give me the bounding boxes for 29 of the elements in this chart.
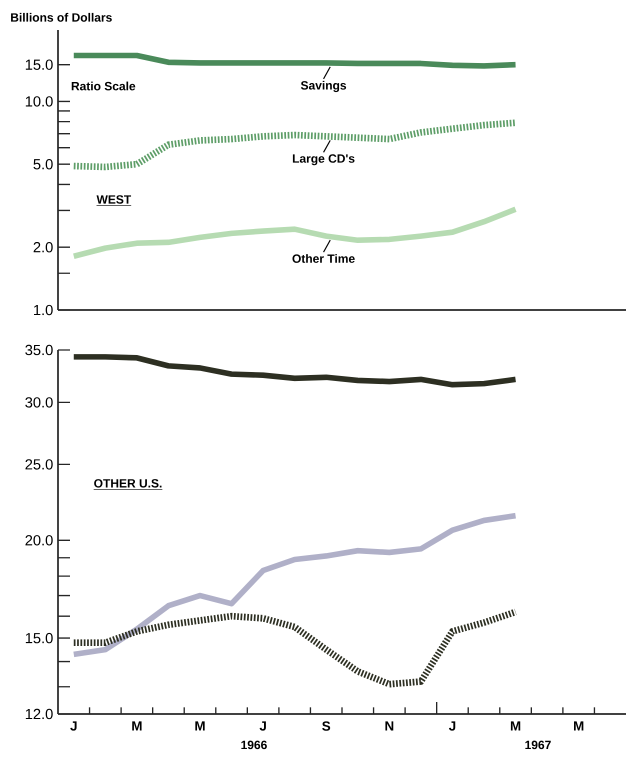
x-tick-label: M <box>510 721 520 731</box>
y-tick-label: 12.0 <box>26 708 53 720</box>
text: 1967 <box>525 740 551 750</box>
y-tick-label: 15.0 <box>26 60 53 70</box>
x-tick-label: S <box>322 721 330 731</box>
series-label: Large CD's <box>292 154 354 166</box>
y-tick-label: 10.0 <box>26 96 53 107</box>
text: 1966 <box>241 740 267 750</box>
x-tick-label: N <box>385 721 394 731</box>
x-tick-label: M <box>574 721 584 731</box>
x-tick-label: M <box>132 721 142 731</box>
x-tick-label: J <box>70 721 77 731</box>
x-tick-label: J <box>260 721 266 731</box>
y-tick-label: 1.0 <box>34 304 53 316</box>
y-tick-label: 35.0 <box>25 344 53 356</box>
y-tick-label: 15.0 <box>26 632 53 644</box>
series-label: Other Time <box>292 254 355 263</box>
y-tick-label: 5.0 <box>33 159 53 170</box>
y-tick-label: 2.0 <box>34 242 53 252</box>
y-tick-label: 30.0 <box>25 397 53 408</box>
series-label: Savings <box>300 80 346 92</box>
x-tick-label: J <box>448 721 456 731</box>
x-tick-label: M <box>195 721 205 731</box>
y-tick-label: 25.0 <box>25 459 53 470</box>
annotation: WEST <box>96 195 132 204</box>
y-tick-label: 20.0 <box>25 535 53 546</box>
annotation: Ratio Scale <box>72 82 136 90</box>
annotation: OTHER U.S. <box>94 479 162 488</box>
y-axis-title: Billions of Dollars <box>11 12 112 22</box>
